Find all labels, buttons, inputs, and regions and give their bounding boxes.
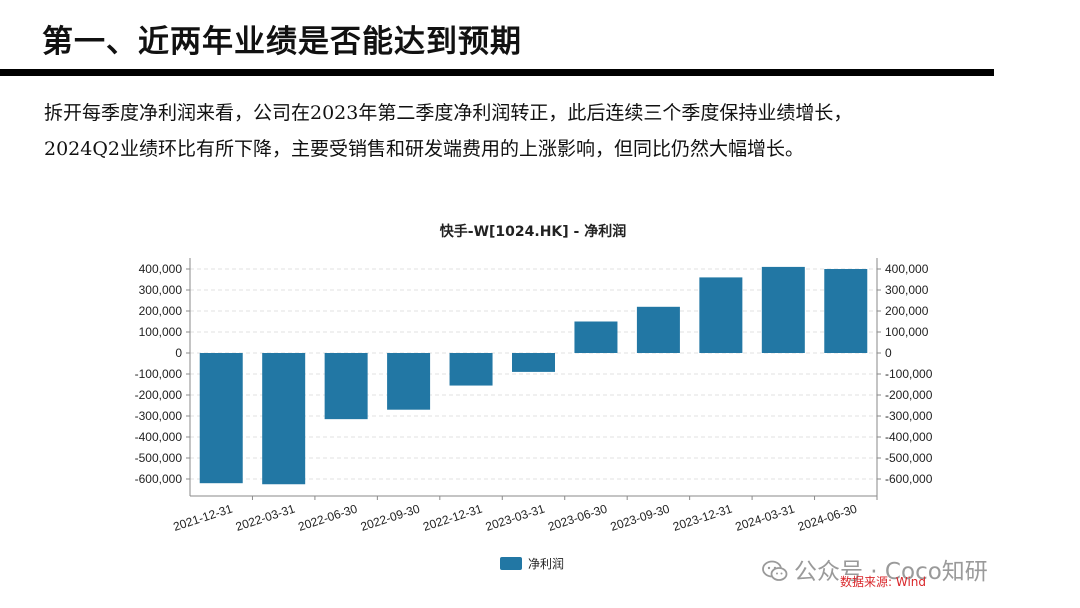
x-tick-label: 2023-09-30: [609, 501, 672, 533]
x-tick-label: 2022-06-30: [296, 501, 359, 533]
y-tick-label-right: -300,000: [885, 409, 933, 423]
y-tick-label-left: 0: [175, 346, 182, 360]
y-tick-label-left: 400,000: [139, 262, 183, 276]
data-source: 数据来源: Wind: [840, 575, 927, 589]
bar-2021-12-31: [199, 353, 243, 484]
y-tick-label-right: -400,000: [885, 430, 933, 444]
watermark: 公众号 · Coco知研: [762, 552, 988, 586]
legend-swatch: [500, 557, 522, 570]
bar-2022-09-30: [387, 353, 431, 410]
bar-2024-06-30: [824, 269, 868, 353]
title-divider: [0, 69, 994, 76]
y-tick-label-right: 100,000: [885, 325, 929, 339]
x-tick-label: 2022-12-31: [421, 501, 484, 533]
x-tick-label: 2021-12-31: [171, 501, 234, 533]
bar-2023-12-31: [699, 277, 743, 353]
x-tick-label: 2023-03-31: [484, 501, 547, 533]
bar-2022-03-31: [262, 353, 306, 485]
y-tick-label-left: -100,000: [135, 367, 183, 381]
y-tick-label-left: -500,000: [135, 451, 183, 465]
y-tick-label-right: 400,000: [885, 262, 929, 276]
y-tick-label-left: 200,000: [139, 304, 183, 318]
paragraph-line-1: 拆开每季度净利润来看，公司在2023年第二季度净利润转正，此后连续三个季度保持业…: [44, 102, 853, 124]
y-tick-label-left: 300,000: [139, 283, 183, 297]
y-tick-label-left: 100,000: [139, 325, 183, 339]
y-tick-label-right: -500,000: [885, 451, 933, 465]
legend-label: 净利润: [528, 557, 564, 571]
x-tick-label: 2024-03-31: [734, 501, 797, 533]
bar-2022-12-31: [449, 353, 493, 386]
bar-2022-06-30: [324, 353, 368, 420]
x-tick-label: 2022-09-30: [359, 501, 422, 533]
y-tick-label-right: -100,000: [885, 367, 933, 381]
bar-2024-03-31: [761, 266, 805, 353]
y-tick-label-left: -200,000: [135, 388, 183, 402]
wechat-icon: [762, 560, 788, 581]
y-tick-label-right: 300,000: [885, 283, 929, 297]
bar-2023-03-31: [512, 353, 555, 372]
x-tick-label: 2023-06-30: [546, 501, 609, 533]
chart-legend: 净利润: [500, 557, 564, 571]
x-tick-label: 2024-06-30: [796, 501, 859, 533]
y-tick-label-right: -200,000: [885, 388, 933, 402]
y-tick-label-right: 0: [885, 346, 892, 360]
paragraph-line-2: 2024Q2业绩环比有所下降，主要受销售和研发端费用的上涨影响，但同比仍然大幅增…: [44, 138, 805, 160]
y-tick-label-left: -600,000: [135, 472, 183, 486]
y-tick-label-left: -400,000: [135, 430, 183, 444]
x-tick-label: 2022-03-31: [234, 501, 297, 533]
chart-title: 快手-W[1024.HK] - 净利润: [440, 223, 626, 240]
page-title: 第一、近两年业绩是否能达到预期: [42, 24, 522, 60]
y-tick-label-left: -300,000: [135, 409, 183, 423]
x-tick-label: 2023-12-31: [671, 501, 734, 533]
y-tick-label-right: -600,000: [885, 472, 933, 486]
bar-2023-09-30: [636, 306, 680, 353]
body-paragraph: 拆开每季度净利润来看，公司在2023年第二季度净利润转正，此后连续三个季度保持业…: [44, 95, 1044, 167]
watermark-text: 公众号 · Coco知研: [794, 559, 988, 585]
bar-2023-06-30: [574, 321, 618, 353]
y-tick-label-right: 200,000: [885, 304, 929, 318]
